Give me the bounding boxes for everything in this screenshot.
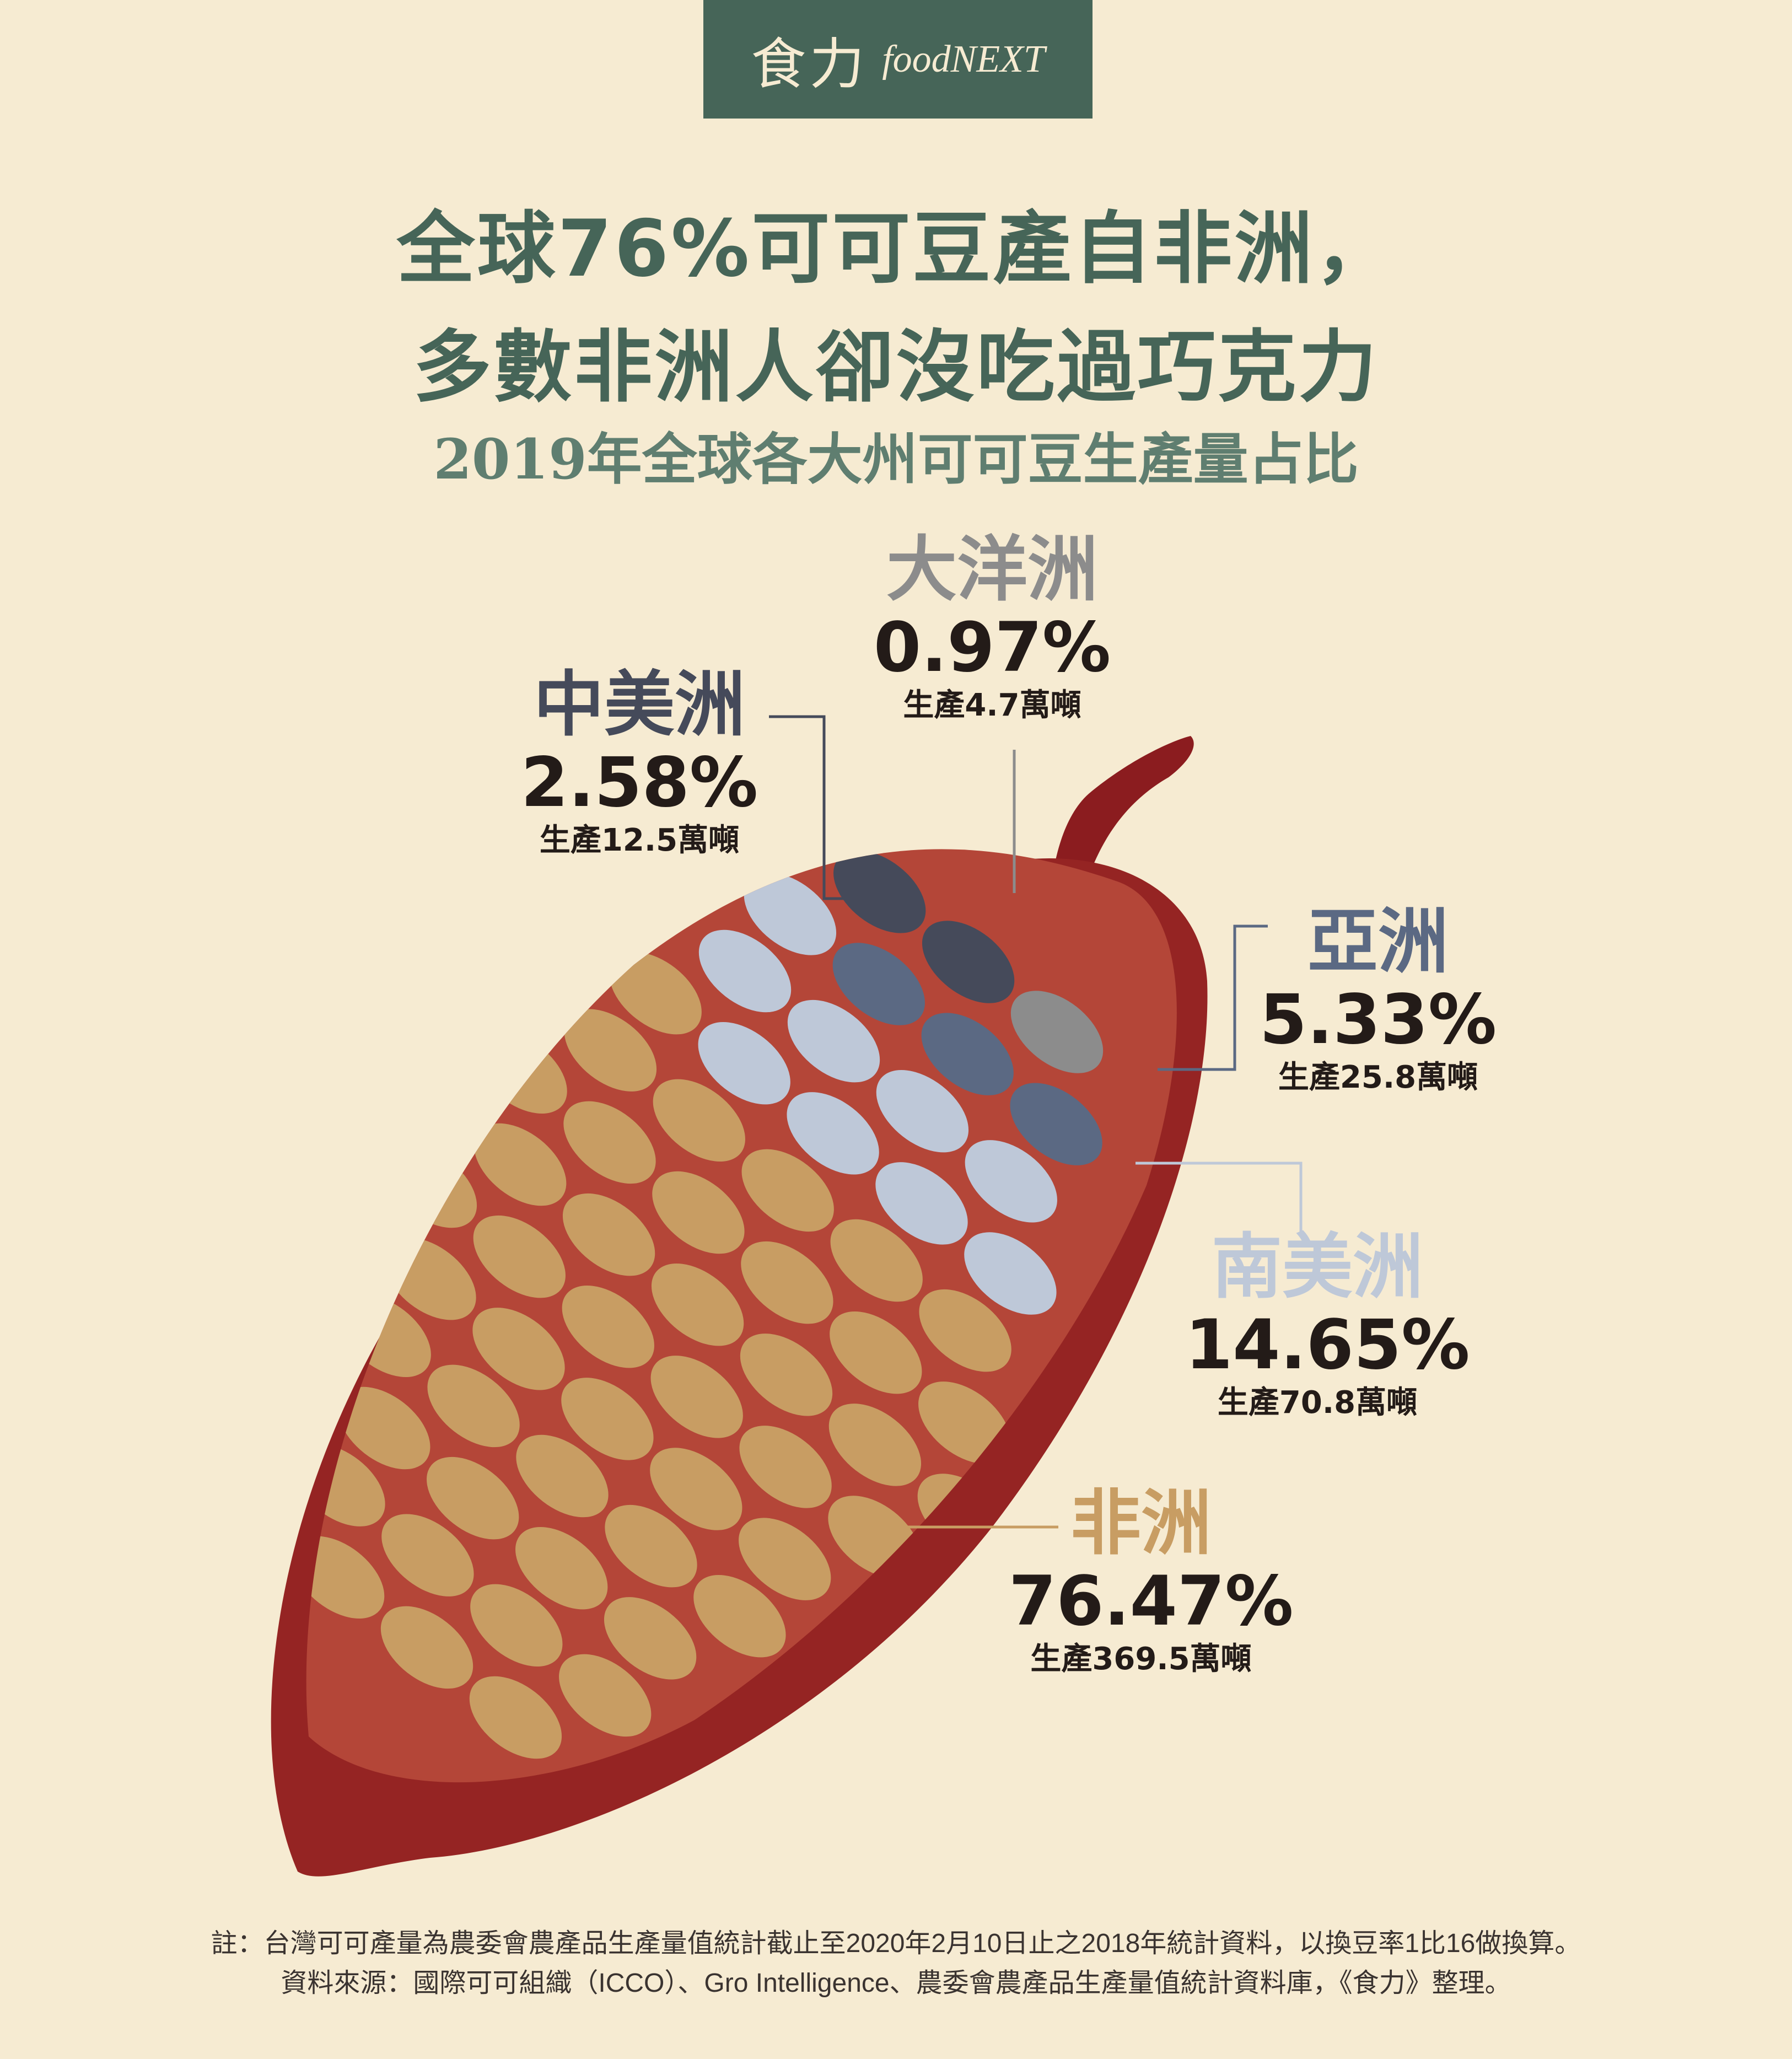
cacao-bean: [653, 1079, 745, 1162]
cacao-bean: [427, 1364, 520, 1448]
leader-central-america: [769, 715, 871, 900]
cacao-bean: [918, 1381, 1011, 1464]
pct-central-america: 2.58%: [520, 743, 758, 823]
cacao-bean: [739, 1426, 832, 1508]
page-title-line-2: 多數非洲人卻沒吃過巧克力: [413, 322, 1379, 413]
cacao-bean: [740, 1334, 833, 1416]
cacao-bean: [564, 1009, 657, 1092]
cacao-bean: [830, 1219, 923, 1302]
cacao-bean: [921, 1013, 1014, 1095]
cacao-bean: [875, 1162, 968, 1245]
cacao-bean: [473, 1215, 566, 1298]
production-central-america: 生產12.5萬噸: [539, 822, 740, 858]
region-name-asia: 亞洲: [1307, 901, 1449, 983]
cacao-bean: [559, 1654, 652, 1737]
cacao-bean: [741, 1241, 833, 1324]
cacao-bean: [474, 1123, 567, 1206]
cacao-bean: [832, 943, 925, 1025]
production-oceania: 生產4.7萬噸: [903, 687, 1081, 723]
cacao-bean: [380, 1606, 473, 1689]
cacao-bean: [741, 1149, 834, 1232]
logo-english-text: foodNEXT: [882, 37, 1045, 80]
source-text: 資料來源：國際可可組織（ICCO）、Gro Intelligence、農委會農產…: [281, 1969, 1511, 1998]
cacao-bean: [472, 1308, 565, 1390]
cacao-bean: [693, 1574, 786, 1658]
cacao-bean: [469, 1676, 562, 1759]
leader-south-america: [1136, 1162, 1303, 1235]
cacao-bean: [744, 873, 837, 955]
production-south-america: 生產70.8萬噸: [1217, 1384, 1418, 1421]
cacao-bean: [739, 1518, 831, 1600]
cacao-bean: [698, 1022, 790, 1105]
cacao-bean: [1010, 1083, 1102, 1165]
cacao-bean: [385, 1053, 478, 1136]
cacao-bean: [787, 999, 880, 1083]
cacao-bean: [650, 1448, 742, 1530]
page-title-line-1: 全球76%可可豆產自非洲，: [396, 203, 1396, 294]
region-name-oceania: 大洋洲: [886, 529, 1098, 611]
label-oceania: 大洋洲 0.97% 生產4.7萬噸: [860, 529, 1124, 725]
label-south-america: 南美洲 14.65% 生產70.8萬噸: [1185, 1226, 1470, 1423]
region-name-africa: 非洲: [1070, 1482, 1212, 1565]
cacao-bean: [338, 1386, 430, 1470]
footnote-text: 註：台灣可可產量為農委會農產品生產量值統計截止至2020年2月10日止之2018…: [211, 1929, 1581, 1958]
cacao-bean: [609, 951, 702, 1035]
pct-africa: 76.47%: [1009, 1562, 1294, 1642]
cacao-bean: [833, 851, 926, 933]
chart-subtitle: 2019年全球各大州可可豆生產量占比: [433, 427, 1359, 492]
footnotes: 註：台灣可可產量為農委會農產品生產量值統計截止至2020年2月10日止之2018…: [0, 1924, 1792, 2003]
production-africa: 生產369.5萬噸: [1030, 1641, 1252, 1677]
cacao-bean: [922, 921, 1015, 1003]
cacao-bean: [1010, 991, 1104, 1073]
cacao-bean: [381, 1514, 474, 1596]
label-central-america: 中美洲 2.58% 生產12.5萬噸: [507, 664, 772, 861]
cacao-bean: [652, 1171, 745, 1254]
cacao-bean: [516, 1434, 609, 1518]
cacao-bean: [965, 1140, 1057, 1223]
bean-group: [306, 851, 1104, 1759]
cacao-bean: [561, 1378, 654, 1460]
cacao-bean: [605, 1504, 697, 1588]
cacao-bean: [830, 1311, 922, 1394]
label-asia: 亞洲 5.33% 生產25.8萬噸: [1246, 901, 1510, 1098]
logo-chinese-text: 食力: [751, 32, 868, 96]
cacao-bean: [563, 1101, 656, 1184]
region-name-central-america: 中美洲: [533, 664, 745, 746]
cacao-bean: [515, 1526, 608, 1610]
cacao-bean: [562, 1285, 654, 1368]
cacao-bean: [604, 1597, 697, 1680]
leader-lines: [769, 715, 1303, 1529]
cacao-bean: [651, 1263, 744, 1346]
pct-south-america: 14.65%: [1185, 1305, 1470, 1385]
region-name-south-america: 南美洲: [1211, 1226, 1423, 1308]
cacao-bean: [919, 1289, 1011, 1372]
production-asia: 生產25.8萬噸: [1278, 1059, 1478, 1095]
cacao-bean: [698, 929, 792, 1013]
cacao-bean: [427, 1456, 519, 1540]
cacao-bean: [562, 1193, 655, 1276]
cacao-bean: [650, 1356, 743, 1438]
leader-asia: [1158, 924, 1268, 1071]
label-africa: 非洲 76.47% 生產369.5萬噸: [1009, 1482, 1294, 1679]
pct-asia: 5.33%: [1259, 980, 1497, 1060]
cacao-bean: [470, 1584, 563, 1667]
cacao-bean: [787, 1092, 879, 1175]
cacao-bean: [964, 1232, 1057, 1315]
foodnext-logo: 食力 foodNEXT: [703, 0, 1093, 119]
pct-oceania: 0.97%: [873, 608, 1111, 688]
cacao-bean: [876, 1069, 969, 1153]
cacao-bean: [828, 1404, 922, 1486]
